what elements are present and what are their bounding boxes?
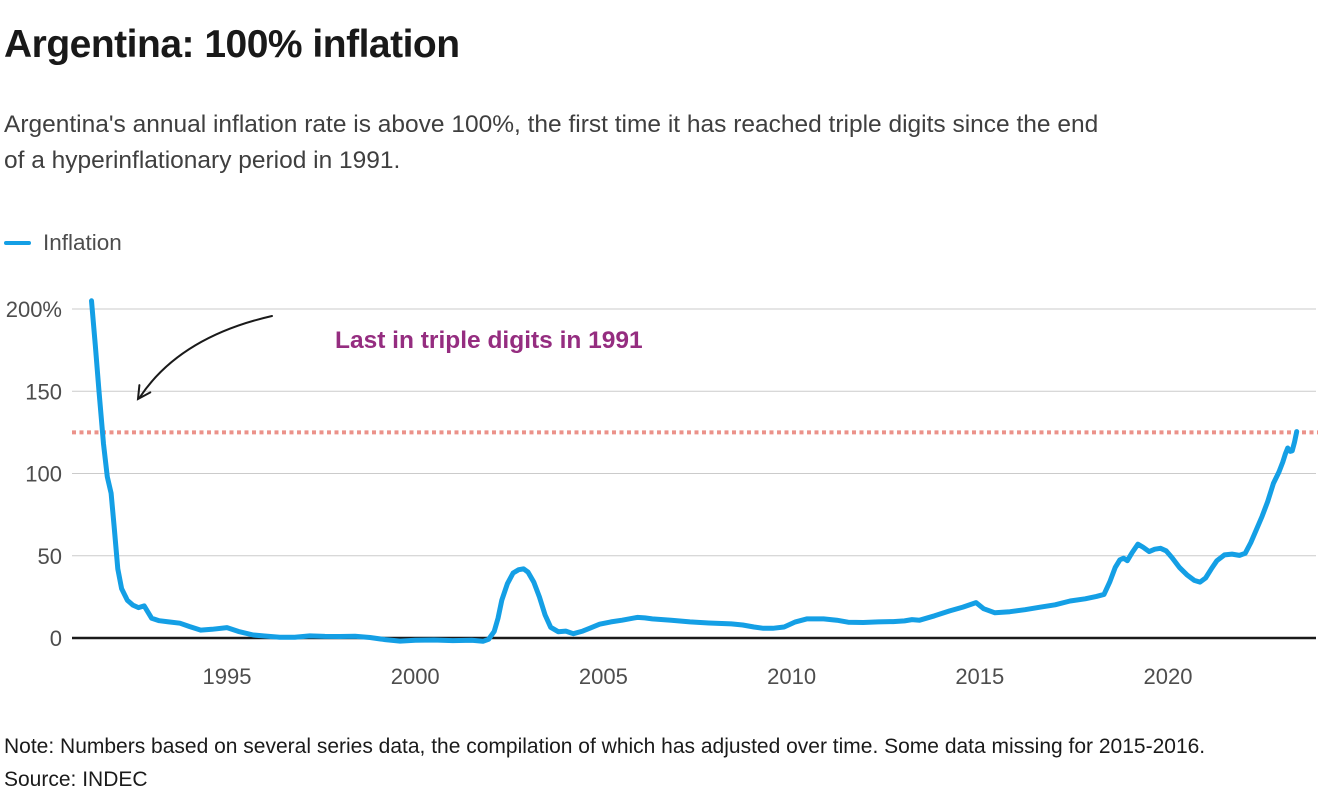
inflation-line-chart: 200% 150 100 50 0 1995 2000 2005 2010 2015 2020 L…: [0, 255, 1320, 700]
y-tick-label: 200%: [6, 297, 62, 322]
annotation-arrowhead-icon: [136, 384, 152, 401]
subtitle-line-1: Argentina's annual inflation rate is abo…: [4, 111, 1099, 138]
legend-label: Inflation: [43, 230, 122, 255]
footer-note: Note: Numbers based on several series da…: [4, 735, 1206, 758]
annotation-label: Last in triple digits in 1991: [335, 327, 643, 354]
subtitle-line-2: of a hyperinflationary period in 1991.: [4, 147, 401, 174]
chart-canvas: 200% 150 100 50 0 1995 2000 2005 2010 2015 2020 L…: [6, 297, 1318, 689]
y-tick-label: 100: [25, 462, 62, 487]
chart-subtitle: Argentina's annual inflation rate is abo…: [4, 107, 1315, 179]
x-tick-label: 2015: [955, 664, 1004, 689]
x-tick-label: 2005: [579, 664, 628, 689]
chart-footer: Note: Numbers based on several series da…: [0, 730, 1320, 796]
x-tick-label: 1995: [203, 664, 252, 689]
legend-line-swatch: [4, 240, 31, 246]
x-axis-labels: 1995 2000 2005 2010 2015 2020: [203, 664, 1193, 689]
legend: Inflation: [4, 230, 1315, 255]
x-tick-label: 2000: [391, 664, 440, 689]
x-tick-label: 2010: [767, 664, 816, 689]
footer-source: Source: INDEC: [4, 768, 148, 791]
y-axis-labels: 200% 150 100 50 0: [6, 297, 62, 651]
y-tick-label: 50: [38, 544, 62, 569]
annotation-arrow: [139, 315, 273, 398]
page-title: Argentina: 100% inflation: [4, 23, 460, 66]
y-tick-label: 0: [50, 626, 62, 651]
y-tick-label: 150: [25, 379, 62, 404]
x-tick-label: 2020: [1144, 664, 1193, 689]
inflation-series-line: [89, 298, 1300, 644]
gridlines-group: [72, 308, 1316, 640]
